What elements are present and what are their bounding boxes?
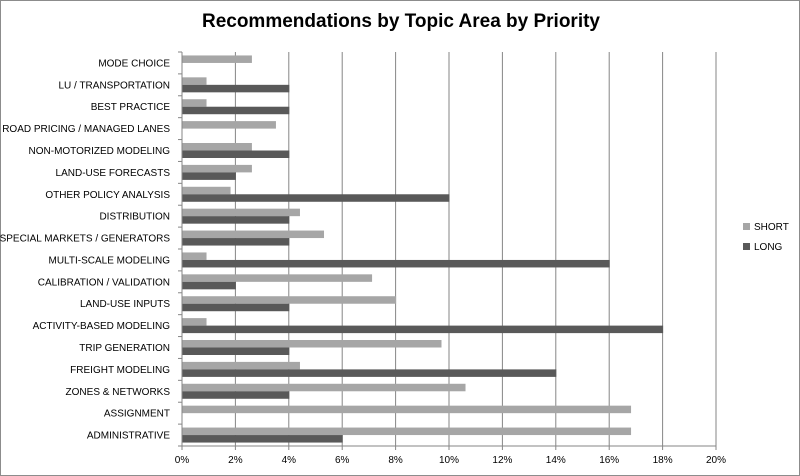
bar-short <box>182 208 300 217</box>
bar-long <box>182 150 290 158</box>
bar-short <box>182 121 276 129</box>
category-label: TRIP GENERATION <box>79 343 170 354</box>
category-label: DISTRIBUTION <box>99 212 170 223</box>
bars <box>182 55 664 443</box>
bar-long <box>182 391 290 399</box>
bar-short <box>182 164 252 173</box>
bar-short <box>182 230 325 239</box>
category-label: OTHER POLICY ANALYSIS <box>45 190 170 201</box>
x-tick-label: 12% <box>492 455 512 466</box>
bar-short <box>182 383 466 392</box>
category-label: LU / TRANSPORTATION <box>59 80 171 91</box>
bar-long <box>182 259 610 268</box>
x-tick-label: 8% <box>388 455 403 466</box>
legend-swatch-short <box>743 223 750 230</box>
category-label: CALIBRATION / VALIDATION <box>38 277 170 288</box>
category-label: ZONES & NETWORKS <box>66 387 171 398</box>
bar-long <box>182 172 236 180</box>
bar-long <box>182 435 343 443</box>
bar-long <box>182 106 290 115</box>
x-tick-labels: 0% 2% 4% 6% 8% 10% 12% 14% 16% 18% 20% <box>175 455 726 466</box>
category-label: LAND-USE INPUTS <box>80 299 170 310</box>
bar-long <box>182 325 664 334</box>
category-label: NON-MOTORIZED MODELING <box>29 146 171 157</box>
bar-short <box>182 252 207 260</box>
category-label: MULTI-SCALE MODELING <box>49 255 171 266</box>
bar-long <box>182 347 290 355</box>
bar-short <box>182 318 207 326</box>
bar-long <box>182 281 236 290</box>
bar-short <box>182 99 207 107</box>
category-label: MODE CHOICE <box>98 58 170 69</box>
category-label: FREIGHT MODELING <box>70 365 170 376</box>
category-label: ACTIVITY-BASED MODELING <box>33 321 171 332</box>
x-tick-label: 18% <box>653 455 673 466</box>
bar-long <box>182 303 290 312</box>
category-label: ADMINISTRATIVE <box>87 431 170 442</box>
legend-label-short: SHORT <box>754 222 789 233</box>
bar-short <box>182 405 632 414</box>
bar-long <box>182 238 290 246</box>
x-tick-label: 20% <box>706 455 726 466</box>
chart-title: Recommendations by Topic Area by Priorit… <box>201 11 601 32</box>
bar-short <box>182 143 252 151</box>
bar-short <box>182 186 231 195</box>
bar-short <box>182 274 373 282</box>
legend: SHORT LONG <box>743 222 789 253</box>
x-tick-label: 0% <box>175 455 190 466</box>
category-label: SPECIAL MARKETS / GENERATORS <box>0 234 170 245</box>
x-tick-label: 4% <box>282 455 297 466</box>
category-labels: MODE CHOICE LU / TRANSPORTATION BEST PRACT… <box>0 58 170 441</box>
x-tick-label: 2% <box>228 455 243 466</box>
x-tick-label: 6% <box>335 455 350 466</box>
bar-short <box>182 361 300 370</box>
bar-short <box>182 296 397 304</box>
bar-short <box>182 77 207 85</box>
category-label: ASSIGNMENT <box>104 409 170 420</box>
x-tick-label: 16% <box>599 455 619 466</box>
x-tick-label: 10% <box>439 455 459 466</box>
axes <box>178 51 717 450</box>
category-label: BEST PRACTICE <box>91 102 171 113</box>
gridlines <box>234 52 717 446</box>
bar-short <box>182 340 442 348</box>
bar-long <box>182 216 290 224</box>
category-label: ROAD PRICING / MANAGED LANES <box>2 124 170 135</box>
bar-short <box>182 427 632 436</box>
category-label: LAND-USE FORECASTS <box>56 168 171 179</box>
bar-short <box>182 55 252 63</box>
bar-long <box>182 84 290 93</box>
x-tick-label: 14% <box>546 455 566 466</box>
bar-long <box>182 369 557 377</box>
legend-swatch-long <box>743 243 750 250</box>
bar-long <box>182 194 450 202</box>
legend-label-long: LONG <box>754 242 783 253</box>
